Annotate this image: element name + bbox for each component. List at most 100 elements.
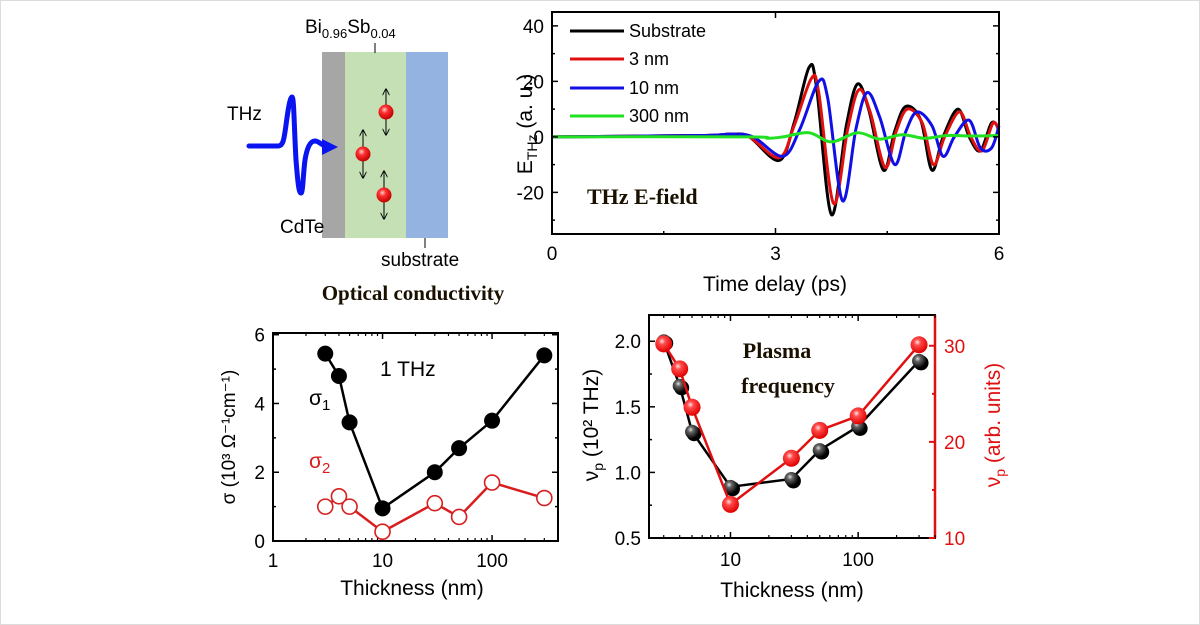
legend-item-3nm: 3 nm: [570, 49, 669, 69]
legend-item-300nm: 300 nm: [570, 106, 689, 126]
sigma2-label: σ2: [309, 450, 330, 477]
data-point-sigma1: [426, 464, 443, 481]
optical-conductivity-chart: Optical conductivity 1 10 100 0 2 4 6 1 THz σ1…: [219, 281, 559, 600]
data-point-sigma2: [426, 494, 444, 512]
data-point-left-axis: [912, 353, 927, 368]
y-axis-left-label: νp (10² THz): [580, 369, 606, 481]
data-point-sigma2: [483, 474, 501, 491]
x-axis-label: Thickness (nm): [340, 577, 484, 600]
y-left-tick-label: 1.5: [615, 398, 641, 419]
legend-label: 10 nm: [629, 78, 679, 98]
carrier-3: [376, 171, 392, 219]
y-axis-label: ETHz (a. u.): [514, 74, 540, 174]
carrier-icon: [376, 187, 392, 203]
y-tick-label: 4: [254, 394, 265, 415]
y-tick-label: 20: [523, 72, 544, 93]
data-point-right-axis: [671, 360, 689, 378]
data-point-sigma2: [341, 498, 358, 515]
carrier-2: [355, 130, 371, 178]
carrier-icon: [378, 104, 394, 120]
material-label: Bi0.96Sb0.04: [305, 17, 396, 41]
y-right-tick-label: 10: [944, 529, 965, 550]
axis-ticks: 1 10 100 0 2 4 6: [254, 326, 559, 572]
y-axis-right-label: νp (arb. units): [982, 363, 1008, 488]
x-tick-label: 0: [547, 244, 558, 265]
y-tick-label: 0: [533, 128, 544, 149]
y-left-tick-label: 1.0: [615, 463, 641, 484]
bisb-film-layer: [345, 52, 406, 238]
data-point-sigma1: [484, 412, 501, 429]
data-point-left-axis: [723, 479, 738, 494]
plasma-series: [655, 334, 929, 513]
chart-title: THz E-field: [587, 184, 698, 209]
cdte-label: CdTe: [280, 217, 324, 238]
legend-item-substrate: Substrate: [570, 21, 706, 41]
conductivity-series: [316, 345, 553, 541]
y-left-tick-label: 0.5: [615, 529, 641, 550]
x-tick-label: 100: [476, 551, 508, 572]
data-point-sigma1: [341, 414, 358, 431]
thz-label: THz: [227, 104, 262, 125]
x-tick-label: 10: [720, 550, 741, 571]
data-point-sigma2: [316, 498, 334, 515]
data-point-right-axis: [683, 398, 701, 416]
data-point-sigma2: [374, 523, 391, 541]
y-tick-label: 40: [523, 17, 544, 38]
thz-efield-series: [551, 63, 1001, 217]
data-point-sigma1: [536, 347, 553, 364]
y-tick-label: 2: [254, 463, 265, 484]
carrier-icon: [355, 146, 371, 162]
data-point-sigma1: [317, 345, 334, 362]
axis-ticks: 0 3 6 -20 0 20 40: [517, 12, 1005, 265]
y-right-tick-label: 30: [944, 337, 965, 358]
x-tick-label: 10: [372, 551, 393, 572]
data-point-left-axis: [812, 443, 827, 458]
legend-label: 3 nm: [629, 49, 669, 69]
chart-title-line-2: frequency: [741, 373, 835, 398]
data-point-right-axis: [782, 449, 800, 467]
y-tick-label: 0: [254, 532, 265, 553]
x-axis-label: Time delay (ps): [703, 273, 847, 296]
series-line-10-nm: [551, 77, 1001, 203]
data-point-sigma1: [374, 500, 391, 517]
x-axis-label: Thickness (nm): [720, 579, 864, 602]
y-tick-label: 6: [254, 326, 265, 347]
legend: Substrate 3 nm 10 nm 300 nm: [570, 21, 706, 126]
x-tick-label: 3: [770, 244, 781, 265]
data-point-right-axis: [811, 421, 829, 439]
data-point-sigma2: [330, 488, 348, 505]
series-line-300-nm: [551, 131, 1000, 144]
data-point-left-axis: [685, 424, 700, 439]
data-point-right-axis: [721, 495, 739, 513]
x-tick-label: 1: [268, 551, 279, 572]
chart-title: Optical conductivity: [322, 281, 505, 305]
data-point-sigma2: [536, 489, 553, 507]
axis-ticks: 10 100 0.5 1.0 1.5 2.0 10 20 30: [615, 315, 965, 571]
chart-title-line-1: Plasma: [743, 338, 811, 363]
data-point-right-axis: [655, 335, 673, 353]
y-tick-label: -20: [517, 183, 544, 204]
data-point-sigma1: [330, 367, 347, 384]
legend-label: 300 nm: [629, 106, 689, 126]
sigma1-label: σ1: [309, 387, 330, 414]
data-point-sigma1: [451, 440, 468, 457]
substrate-label: substrate: [381, 250, 459, 271]
y-left-tick-label: 2.0: [615, 332, 641, 353]
data-point-sigma2: [450, 508, 468, 526]
legend-label: Substrate: [629, 21, 706, 41]
data-point-left-axis: [784, 471, 799, 486]
data-point-right-axis: [910, 336, 928, 354]
thz-pulse-icon: [246, 94, 331, 196]
carrier-1: [378, 89, 394, 135]
data-point-right-axis: [849, 407, 867, 425]
thz-pulse-arrowhead-icon: [322, 139, 338, 155]
frequency-annotation: 1 THz: [380, 358, 436, 381]
x-tick-label: 6: [994, 244, 1005, 265]
legend-item-10nm: 10 nm: [570, 78, 679, 98]
substrate-layer: [406, 52, 448, 238]
y-axis-label: σ (10³ Ω⁻¹cm⁻¹): [219, 370, 240, 505]
y-right-tick-label: 20: [944, 433, 965, 454]
plasma-frequency-chart: 10 100 0.5 1.0 1.5 2.0 10 20 30 Plasma frequency…: [580, 314, 1008, 602]
